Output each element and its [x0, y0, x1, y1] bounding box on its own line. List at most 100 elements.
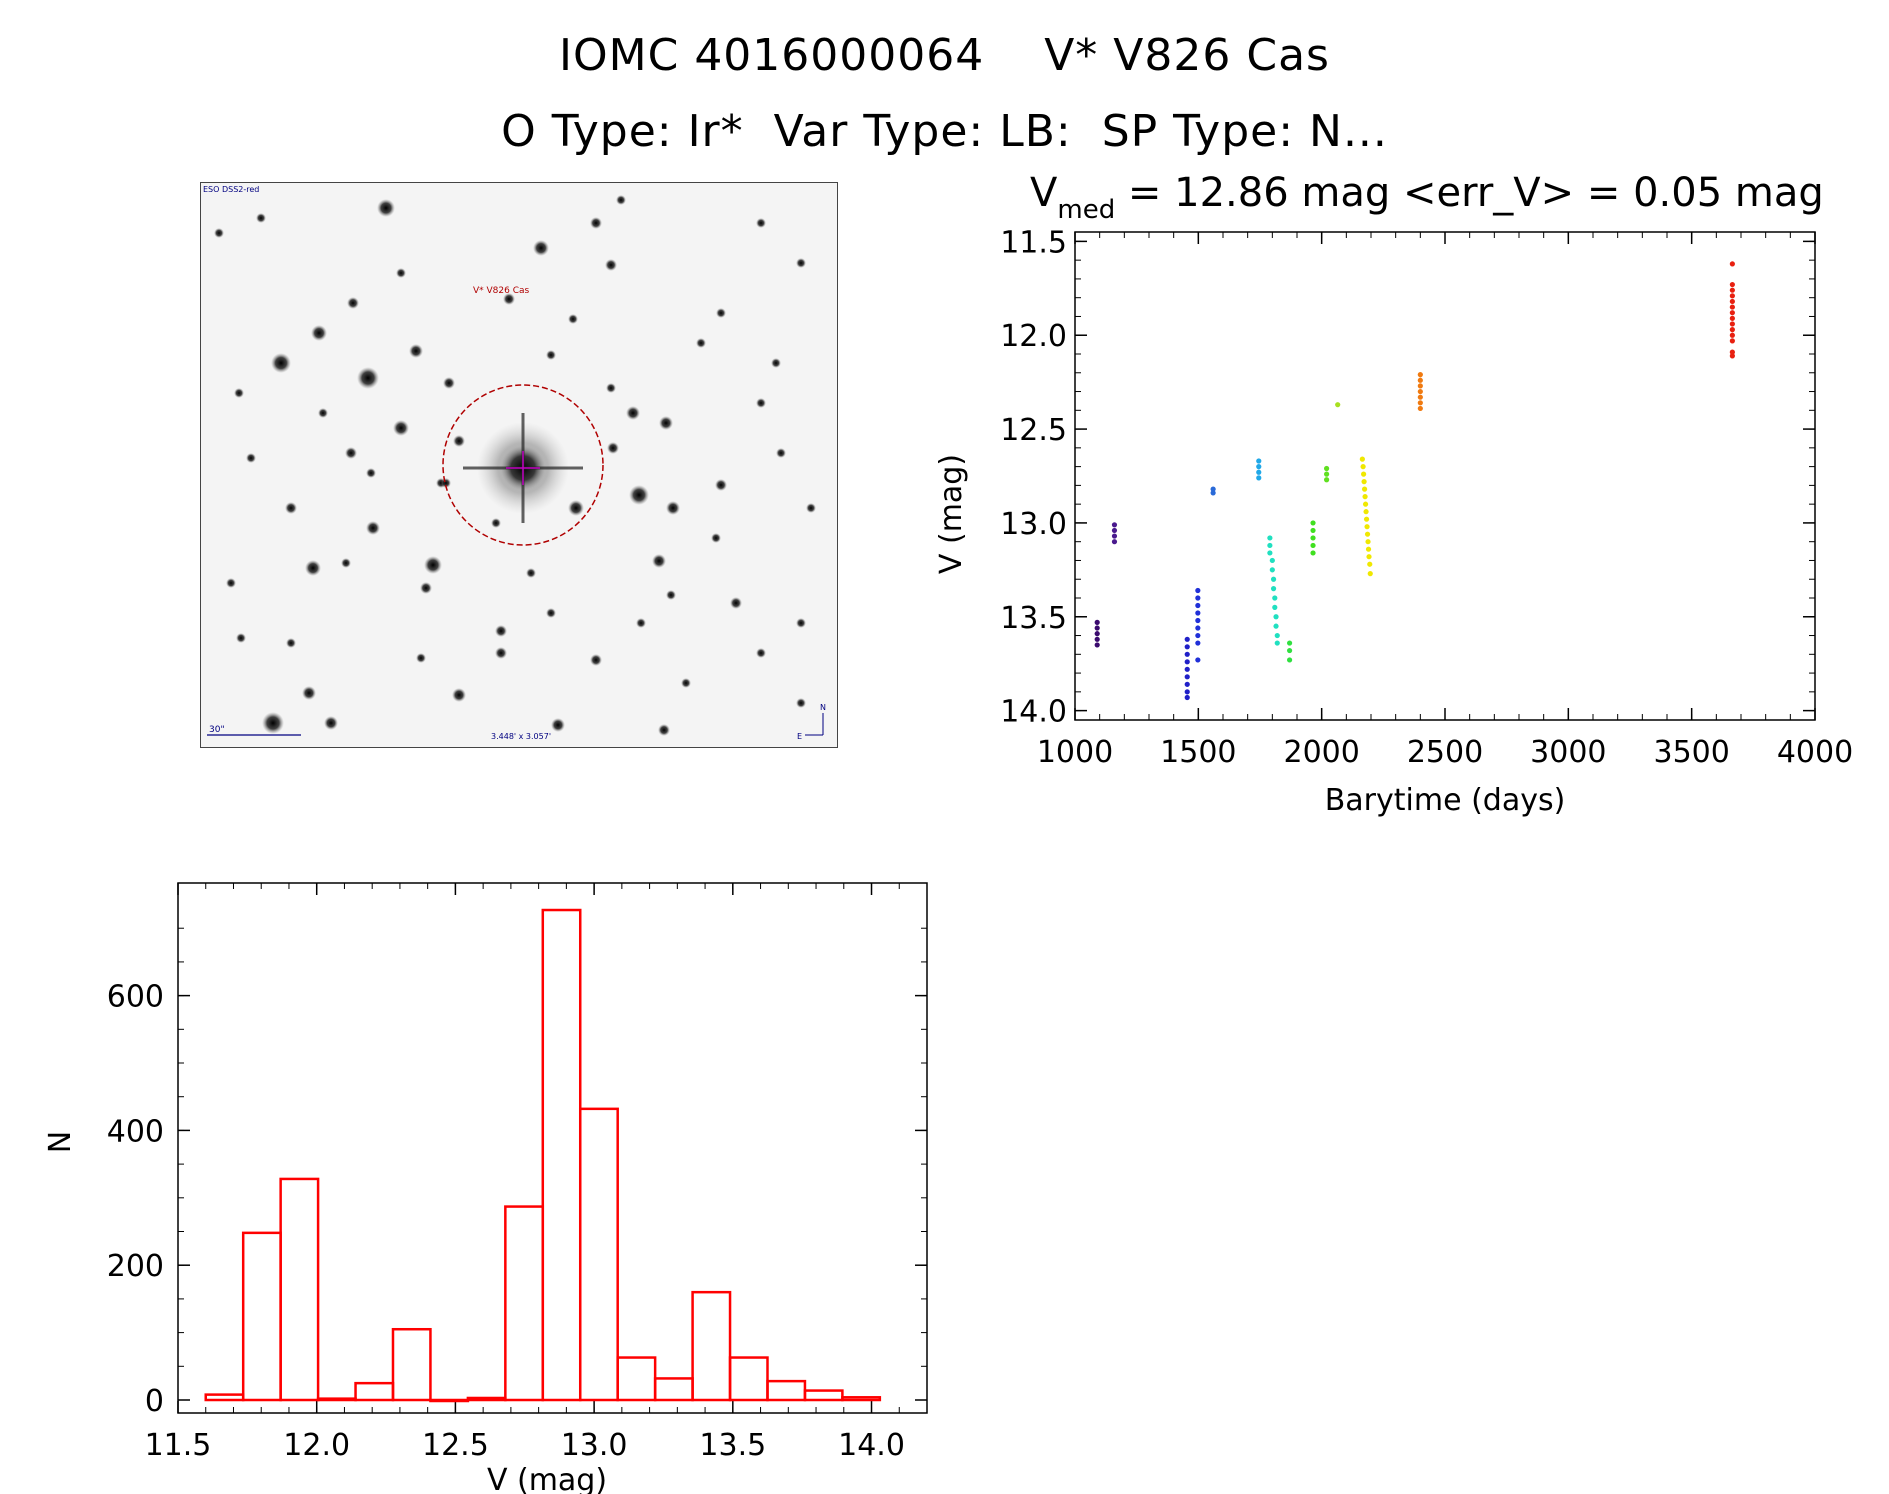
star [311, 325, 327, 341]
star [776, 448, 786, 458]
star [696, 338, 706, 348]
lc-point [1195, 587, 1201, 594]
star [305, 560, 321, 576]
lc-point [1729, 261, 1735, 267]
lc-point [1310, 550, 1316, 556]
lc-point [1287, 640, 1293, 646]
lc-point [1729, 287, 1735, 293]
lc-title-rest: = 12.86 mag <err_V> = 0.05 mag [1115, 172, 1824, 216]
lc-point [1273, 614, 1279, 620]
star [607, 442, 619, 454]
hist-x-tick-label: 12.5 [422, 1428, 489, 1463]
star [590, 217, 602, 229]
star [771, 358, 781, 368]
lc-x-tick-label: 3500 [1653, 735, 1729, 770]
star [636, 618, 646, 628]
lc-x-tick-label: 2500 [1407, 735, 1483, 770]
hist-y-tick-label: 600 [107, 980, 164, 1015]
lc-point [1729, 310, 1735, 316]
svg-text:Vmed = 12.86 mag <err_V> = 0.0: Vmed = 12.86 mag <err_V> = 0.05 mag [1030, 172, 1824, 225]
lc-point [1256, 458, 1262, 464]
lc-x-tick-label: 2000 [1283, 735, 1359, 770]
lc-point [1729, 327, 1735, 333]
lc-point [1417, 372, 1423, 378]
star [658, 724, 670, 736]
star [715, 479, 727, 491]
hist-bar [616, 1356, 657, 1402]
hist-bar [504, 1205, 545, 1402]
star [503, 293, 515, 305]
plot-title: IOMC 4016000064 V* V826 Cas [559, 30, 1330, 81]
lc-x-tick-label: 4000 [1777, 735, 1853, 770]
hist-plot-frame [177, 882, 928, 1414]
star [756, 218, 766, 228]
lc-point [1269, 557, 1275, 564]
lc-y-tick-label: 13.0 [1000, 507, 1067, 542]
lc-point [1362, 501, 1369, 507]
hist-y-tick-label: 200 [107, 1249, 164, 1284]
lc-point [1274, 640, 1280, 646]
finder-chart-image: ESO DSS2-red V* V826 Cas 30" 3.448' x 3.… [200, 182, 838, 748]
lc-y-tick-label: 12.5 [1000, 413, 1067, 448]
hist-bar [279, 1177, 320, 1402]
target-label: V* V826 Cas [473, 286, 530, 296]
lc-point [1195, 657, 1201, 663]
hist-bar [429, 1398, 470, 1403]
star [659, 416, 673, 430]
lc-point [1195, 610, 1201, 616]
lc-point [1210, 486, 1216, 492]
lc-point [1256, 469, 1262, 475]
star [590, 654, 602, 666]
lc-point [1310, 527, 1316, 534]
lc-point [1729, 293, 1735, 299]
hist-y-axis-label: N [43, 1131, 78, 1153]
star [366, 521, 380, 535]
lc-point [1267, 542, 1273, 549]
plot-subtitle: O Type: Ir* Var Type: LB: SP Type: N... [501, 106, 1388, 157]
lc-point [1729, 315, 1735, 321]
star [443, 377, 455, 389]
star [666, 590, 676, 600]
star [262, 712, 284, 734]
lc-point [1324, 471, 1330, 477]
light-curve-points [1094, 261, 1735, 701]
lc-point [1274, 632, 1280, 639]
lc-point [1363, 509, 1369, 515]
star [236, 633, 246, 643]
lc-point [1335, 402, 1341, 408]
star [796, 618, 806, 628]
lc-point [1272, 595, 1278, 601]
star [416, 653, 426, 663]
lc-point [1111, 539, 1118, 545]
lc-point [1184, 681, 1190, 687]
star [730, 597, 742, 609]
lc-x-tick-label: 3000 [1530, 735, 1606, 770]
lc-point [1256, 475, 1262, 481]
lc-point [1272, 604, 1278, 610]
hist-bar [316, 1397, 357, 1402]
lc-point [1184, 674, 1190, 680]
lc-point [1195, 640, 1201, 646]
star [246, 453, 256, 463]
star [568, 314, 578, 324]
lc-point [1361, 471, 1367, 477]
lc-point [1361, 486, 1368, 492]
lc-point [1729, 349, 1735, 355]
lc-title-sub: med [1057, 195, 1115, 225]
star [366, 468, 376, 478]
star [756, 398, 766, 408]
lc-point [1195, 632, 1201, 639]
lc-point [1256, 464, 1262, 470]
lc-point [1367, 571, 1373, 577]
lc-point [1365, 539, 1371, 545]
star [533, 240, 549, 256]
star [606, 383, 616, 393]
star [271, 353, 291, 373]
star [716, 308, 726, 318]
lc-point [1267, 550, 1273, 556]
lc-point [1111, 527, 1118, 534]
lc-point [1729, 281, 1735, 288]
hist-bar [354, 1381, 395, 1402]
star [551, 718, 565, 732]
lc-point [1361, 479, 1367, 485]
